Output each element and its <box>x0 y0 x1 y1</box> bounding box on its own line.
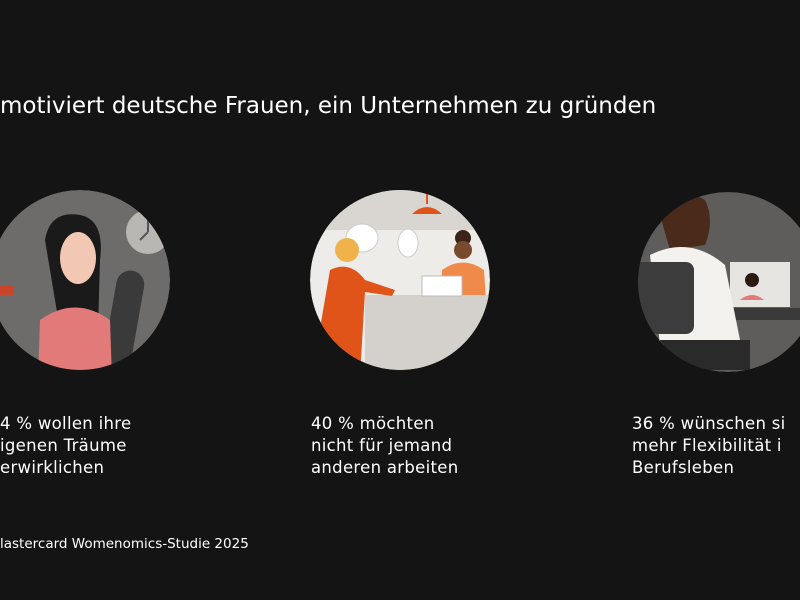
item-text: erwirklichen <box>0 458 104 477</box>
item-text: 36 % wünschen si <box>632 414 786 433</box>
illustration-dreams <box>0 190 170 370</box>
illustration-flexibility <box>638 192 800 372</box>
item-text: anderen arbeiten <box>311 458 458 477</box>
item-text: nicht für jemand <box>311 436 452 455</box>
item-text: igenen Träume <box>0 436 127 455</box>
item-3: 36 % wünschen si mehr Flexibilität i Ber… <box>632 414 786 477</box>
item-text: mehr Flexibilität i <box>632 436 782 455</box>
title: motiviert deutsche Frauen, ein Unternehm… <box>0 93 656 119</box>
item-1: 4 % wollen ihre igenen Träume erwirklich… <box>0 414 131 477</box>
source: lastercard Womenomics-Studie 2025 <box>0 536 249 552</box>
item-text: 4 % wollen ihre <box>0 414 131 433</box>
item-text: Berufsleben <box>632 458 734 477</box>
item-2: 40 % möchten nicht für jemand anderen ar… <box>311 414 458 477</box>
item-text: 40 % möchten <box>311 414 435 433</box>
